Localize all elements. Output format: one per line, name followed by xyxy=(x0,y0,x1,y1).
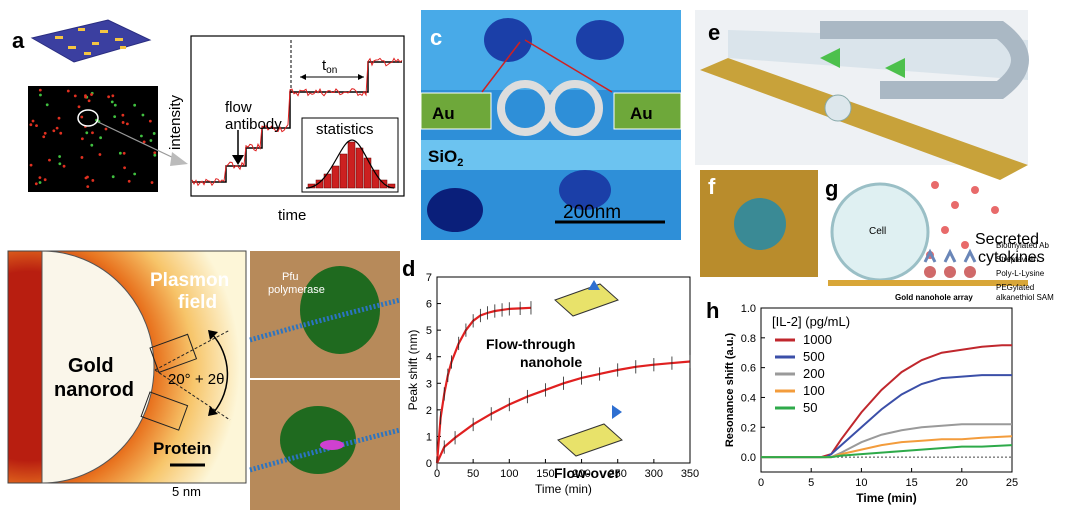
y-tick-label-d: 0 xyxy=(426,458,432,470)
x-axis-label-h: Time (min) xyxy=(856,491,916,505)
au-left-label: Au xyxy=(432,104,455,123)
legend-pegylated: PEGylated xyxy=(996,283,1034,292)
legend-sam: alkanethiol SAM xyxy=(996,293,1054,302)
y-tick-label-h: 0.8 xyxy=(741,333,756,345)
x-tick-label-h: 25 xyxy=(1006,477,1018,489)
fluorescence-image xyxy=(28,86,158,192)
y-tick-label-d: 3 xyxy=(426,378,432,390)
x-tick-label-h: 0 xyxy=(758,477,764,489)
panel-h-label: h xyxy=(706,298,720,323)
x-tick-label-d: 50 xyxy=(467,468,479,480)
y-tick-label-h: 0.0 xyxy=(741,452,756,464)
time-label: time xyxy=(278,207,306,224)
x-tick-label-d: 350 xyxy=(681,468,699,480)
panel-d-label: d xyxy=(402,256,416,281)
secreted-label-1: Secreted xyxy=(975,231,1039,248)
x-tick-label-d: 0 xyxy=(434,468,440,480)
y-tick-label-d: 6 xyxy=(426,299,432,311)
legend-title-h: [IL-2] (pg/mL) xyxy=(772,314,850,329)
array-label: Gold nanohole array xyxy=(895,293,973,302)
gold-label-1: Gold xyxy=(68,355,114,377)
legend-label-h: 100 xyxy=(803,383,825,398)
flow-antibody-label-2: antibody xyxy=(225,116,282,133)
gold-label-2: nanorod xyxy=(54,379,134,401)
au-right-label: Au xyxy=(630,104,653,123)
y-axis-label-h: Resonance shift (a.u.) xyxy=(724,333,736,448)
series-line-d-1 xyxy=(435,360,691,464)
legend-label-h: 50 xyxy=(803,400,817,415)
x-tick-label-h: 5 xyxy=(808,477,814,489)
cell-label: Cell xyxy=(869,226,886,237)
x-tick-label-d: 150 xyxy=(536,468,554,480)
angle-label: 20° + 2θ xyxy=(168,371,224,388)
statistics-histogram xyxy=(307,141,396,189)
x-tick-label-h: 10 xyxy=(855,477,867,489)
x-tick-label-h: 20 xyxy=(956,477,968,489)
protein-label: Protein xyxy=(153,439,212,458)
flow-arrow-icon xyxy=(885,58,905,78)
y-tick-label-h: 1.0 xyxy=(741,303,756,315)
panel-c-label: c xyxy=(430,25,442,50)
legend-streptavidin: Streptavidin xyxy=(996,255,1038,264)
au-left-block xyxy=(420,92,492,130)
y-tick-label-d: 7 xyxy=(426,272,432,284)
series-line-h-500 xyxy=(761,374,1012,459)
legend-biotinylated: Biotinylated Ab xyxy=(996,241,1049,250)
panel-f-label: f xyxy=(708,174,716,199)
sample-plate-icon xyxy=(30,19,152,63)
y-tick-label-d: 4 xyxy=(426,352,432,364)
pfu-label-2: polymerase xyxy=(268,284,325,296)
panel-g-label: g xyxy=(825,176,838,201)
sio2-label: SiO2 xyxy=(428,147,463,169)
plasmon-label-2: field xyxy=(178,292,217,313)
pfu-label-1: Pfu xyxy=(282,271,299,283)
y-tick-label-d: 1 xyxy=(426,431,432,443)
scale-5nm: 5 nm xyxy=(172,484,201,499)
y-tick-label-h: 0.4 xyxy=(741,392,756,404)
y-tick-label-d: 2 xyxy=(426,405,432,417)
y-axis-label-d: Peak shift (nm) xyxy=(406,330,420,411)
nanohole-floor xyxy=(700,58,1028,180)
flow-through-label-1: Flow-through xyxy=(486,336,575,352)
intensity-label: intensity xyxy=(167,94,184,150)
x-tick-label-d: 200 xyxy=(572,468,590,480)
flow-over-label: Flow-over xyxy=(554,465,621,481)
plasmon-label-1: Plasmon xyxy=(150,270,229,291)
x-tick-label-d: 300 xyxy=(645,468,663,480)
statistics-label: statistics xyxy=(316,121,374,138)
flow-arrow-icon-2 xyxy=(820,48,840,68)
series-line-h-50 xyxy=(761,444,1013,459)
au-right-block xyxy=(613,92,682,130)
y-tick-label-h: 0.2 xyxy=(741,422,756,434)
intensity-noisy-trace xyxy=(191,57,403,187)
t-on-label: ton xyxy=(322,57,337,76)
legend-label-h: 200 xyxy=(803,366,825,381)
panel-e-label: e xyxy=(708,20,720,45)
scale-200nm: 200nm xyxy=(563,202,621,223)
y-tick-label-d: 5 xyxy=(426,325,432,337)
fluorescence-dots xyxy=(29,88,157,189)
secreted-label-2: cytokines xyxy=(978,249,1045,266)
chart-d-frame xyxy=(436,276,691,464)
legend-label-h: 500 xyxy=(803,349,825,364)
x-axis-label-d: Time (min) xyxy=(535,482,592,496)
series-line-h-1000 xyxy=(761,344,1012,459)
flow-antibody-label-1: flow xyxy=(225,99,252,116)
chart-h-frame xyxy=(760,307,1013,473)
panel-a-label: a xyxy=(12,28,25,53)
x-tick-label-d: 100 xyxy=(500,468,518,480)
x-tick-label-d: 250 xyxy=(609,468,627,480)
flow-through-label-2: nanohole xyxy=(520,354,582,370)
legend-polylysine: Poly-L-Lysine xyxy=(996,269,1045,278)
legend-label-h: 1000 xyxy=(803,332,832,347)
x-tick-label-h: 15 xyxy=(905,477,917,489)
y-tick-label-h: 0.6 xyxy=(741,363,756,375)
